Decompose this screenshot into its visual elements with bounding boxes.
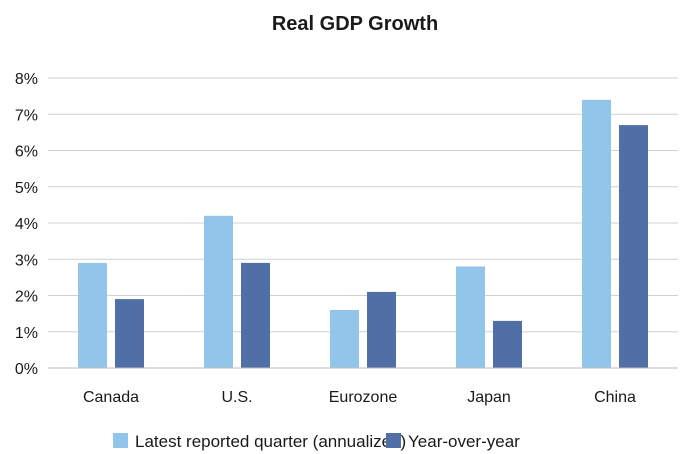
bar [367,291,396,368]
legend-label: Latest reported quarter (annualized) [135,432,406,451]
bar [493,320,522,368]
legend-swatch [386,433,401,448]
y-tick-label: 1% [15,325,38,342]
gridlines [48,77,678,333]
legend-swatch [113,433,128,448]
y-tick-label: 5% [15,180,38,197]
legend-label: Year-over-year [408,432,520,451]
y-tick-label: 6% [15,144,38,161]
x-category-label: Eurozone [329,389,398,406]
y-tick-label: 2% [15,289,38,306]
chart-title: Real GDP Growth [272,13,438,35]
y-axis-tick-labels: 0% 1% 2% 3% 4% 5% 6% 7% 8% [15,71,38,378]
x-category-label: U.S. [221,389,252,406]
x-axis-category-labels: Canada U.S. Eurozone Japan China [83,389,636,406]
bar [204,215,233,369]
bar [456,266,485,368]
bar [78,262,107,368]
legend: Latest reported quarter (annualized) Year… [113,432,520,451]
bar [241,262,270,368]
y-tick-label: 8% [15,71,38,88]
bar [330,310,359,368]
y-tick-label: 4% [15,216,38,233]
bars [78,99,648,369]
x-category-label: China [594,389,636,406]
x-category-label: Japan [467,389,511,406]
bar [619,125,648,368]
bar [115,299,144,368]
y-tick-label: 7% [15,107,38,124]
y-tick-label: 0% [15,361,38,378]
bar [582,99,611,369]
y-tick-label: 3% [15,252,38,269]
x-category-label: Canada [83,389,139,406]
